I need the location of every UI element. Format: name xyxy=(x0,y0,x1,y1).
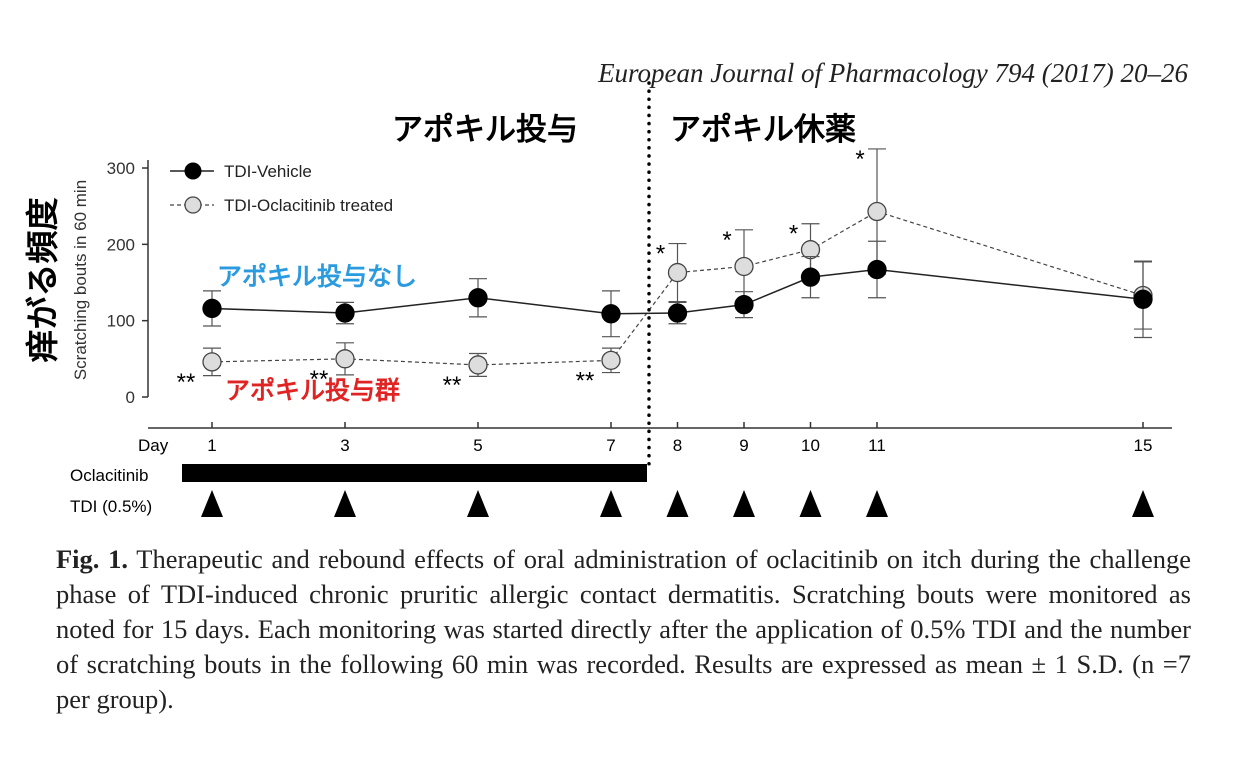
data-point xyxy=(1133,289,1153,309)
scratching-chart: アポキル投与 アポキル休薬 痒がる頻度 アポキル投与なし アポキル投与群 Scr… xyxy=(23,81,1172,517)
dosing-period-label: アポキル投与 xyxy=(392,112,578,148)
legend-treated-label: TDI-Oclacitinib treated xyxy=(224,196,393,215)
tdi-marker xyxy=(666,490,689,517)
data-point xyxy=(867,201,887,222)
legend-vehicle-label: TDI-Vehicle xyxy=(224,162,312,181)
significance-marker: ** xyxy=(443,372,462,399)
data-point xyxy=(202,298,222,319)
data-point xyxy=(468,355,488,375)
significance-marker: * xyxy=(855,146,864,173)
y-axis-jp-label: 痒がる頻度 xyxy=(23,198,62,363)
y-tick-label: 0 xyxy=(126,388,135,407)
y-tick-label: 200 xyxy=(107,235,135,254)
x-tick-label: 11 xyxy=(868,436,886,455)
series-vehicle xyxy=(202,240,1153,339)
data-point xyxy=(734,256,754,277)
tdi-marker xyxy=(1132,490,1154,517)
x-tick-label: 7 xyxy=(606,436,615,455)
x-axis-title: Day xyxy=(138,436,169,455)
oclacitinib-label: Oclacitinib xyxy=(70,466,148,485)
caption-text: Therapeutic and rebound effects of oral … xyxy=(56,544,1191,714)
significance-marker: ** xyxy=(310,366,329,393)
significance-marker: * xyxy=(656,241,665,268)
withdrawal-period-label: アポキル休薬 xyxy=(670,112,856,148)
data-point xyxy=(202,352,222,372)
data-point xyxy=(734,294,754,315)
data-point xyxy=(601,304,621,324)
data-point xyxy=(667,303,688,323)
journal-citation: European Journal of Pharmacology 794 (20… xyxy=(598,58,1188,88)
tdi-marker xyxy=(866,490,888,517)
vehicle-jp-label: アポキル投与なし xyxy=(217,262,417,291)
data-point xyxy=(468,288,488,308)
oclacitinib-bar xyxy=(182,464,647,482)
data-point xyxy=(800,267,821,287)
legend: TDI-Vehicle TDI-Oclacitinib treated xyxy=(170,162,393,215)
x-tick-label: 9 xyxy=(739,436,748,455)
data-point xyxy=(867,259,887,280)
x-tick-label: 1 xyxy=(207,436,216,455)
tdi-marker xyxy=(799,490,822,517)
series-treated xyxy=(202,148,1153,377)
tdi-label: TDI (0.5%) xyxy=(70,497,152,516)
tdi-marker xyxy=(467,490,489,517)
y-tick-label: 100 xyxy=(107,312,135,331)
x-tick-label: 5 xyxy=(473,436,482,455)
data-point xyxy=(667,262,688,283)
x-tick-label: 3 xyxy=(340,436,349,455)
y-tick-label: 300 xyxy=(107,159,135,178)
tdi-marker xyxy=(201,490,223,517)
figure-caption: Fig. 1. Therapeutic and rebound effects … xyxy=(56,542,1191,717)
data-point xyxy=(601,350,621,371)
significance-marker: ** xyxy=(177,369,196,396)
data-point xyxy=(335,349,355,369)
significance-marker: ** xyxy=(576,367,595,394)
significance-marker: * xyxy=(789,221,798,248)
legend-vehicle-marker xyxy=(184,162,202,180)
y-axis-title: Scratching bouts in 60 min xyxy=(71,180,90,380)
data-point xyxy=(335,303,355,323)
caption-figure-label: Fig. 1. xyxy=(56,544,129,574)
significance-marker: * xyxy=(722,227,731,254)
series-line xyxy=(211,210,1144,366)
x-tick-label: 8 xyxy=(673,436,682,455)
x-tick-label: 10 xyxy=(801,436,820,455)
legend-treated-marker xyxy=(184,196,202,214)
tdi-marker xyxy=(600,490,622,517)
x-tick-label: 15 xyxy=(1134,436,1153,455)
treated-jp-label: アポキル投与群 xyxy=(225,376,400,405)
tdi-marker xyxy=(733,490,755,517)
tdi-marker xyxy=(334,490,356,517)
